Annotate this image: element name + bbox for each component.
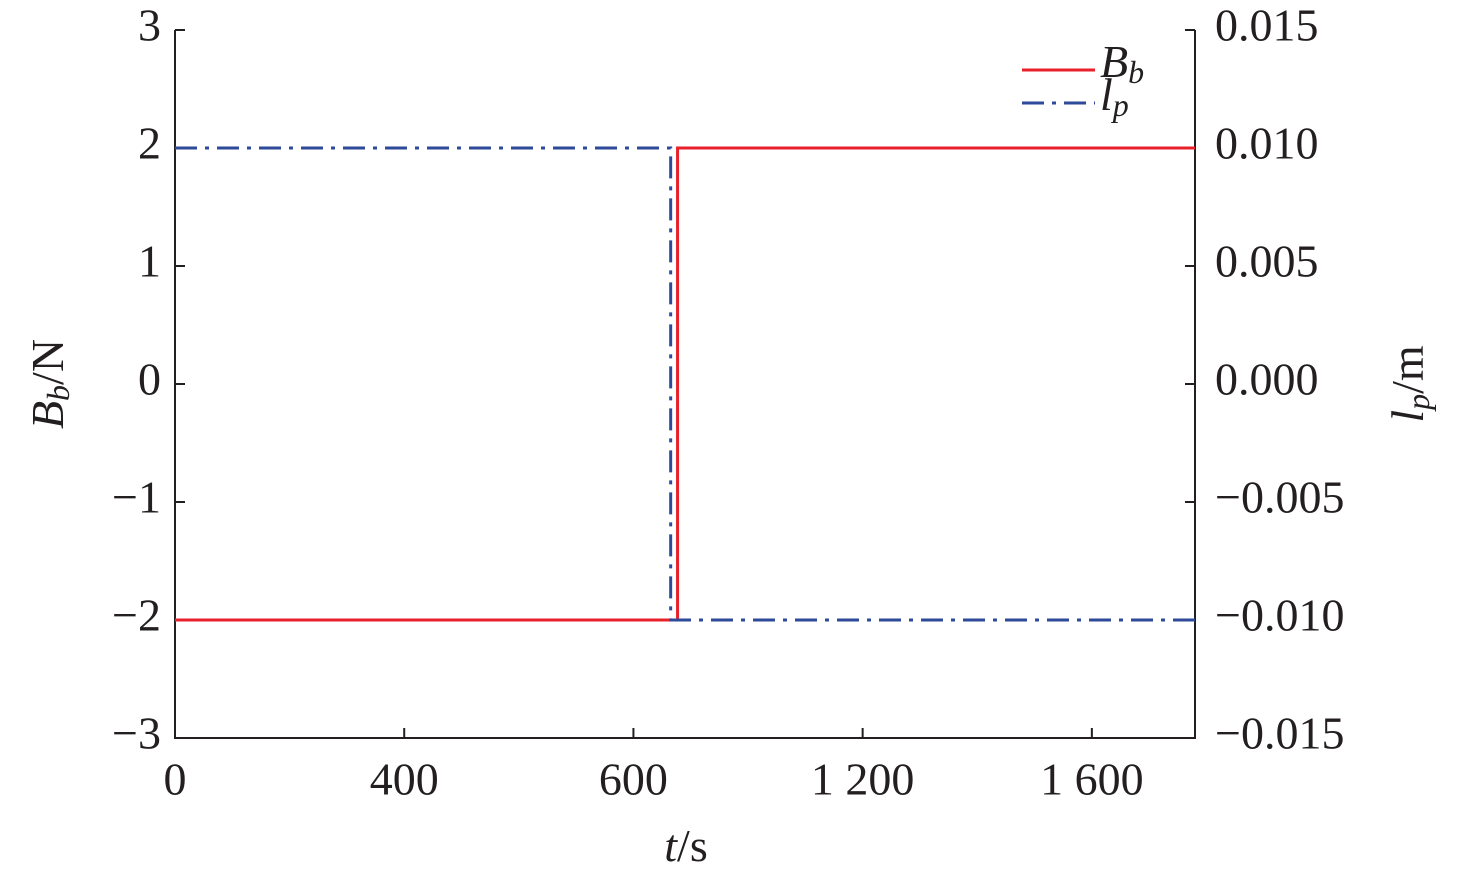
legend-label: Bb	[1100, 36, 1144, 91]
legend-label: lp	[1100, 69, 1129, 124]
y-tick-label: −3	[112, 708, 161, 759]
y2-tick-label: 0.000	[1215, 354, 1319, 405]
y-tick-label: 1	[138, 236, 161, 287]
y-tick-label: −2	[112, 590, 161, 641]
y2-tick-label: −0.010	[1215, 590, 1344, 641]
y2-tick-label: 0.005	[1215, 236, 1319, 287]
axes-frame	[174, 30, 1196, 739]
x-tick-label: 0	[164, 754, 187, 805]
y-tick-label: 2	[138, 118, 161, 169]
y2-axis-label: lp/m	[1382, 345, 1437, 423]
y2-tick-label: −0.005	[1215, 472, 1344, 523]
x-tick-label: 1 600	[1040, 754, 1144, 805]
y-tick-label: −1	[112, 472, 161, 523]
x-tick-label: 600	[599, 754, 668, 805]
y-tick-label: 3	[138, 0, 161, 51]
x-axis-label: t/s	[664, 820, 707, 871]
y2-tick-label: 0.015	[1215, 0, 1319, 51]
series-line	[175, 146, 1195, 622]
y-tick-label: 0	[138, 354, 161, 405]
series-line	[175, 146, 1195, 622]
x-tick-label: 400	[370, 754, 439, 805]
y2-tick-label: 0.010	[1215, 118, 1319, 169]
y2-tick-label: −0.015	[1215, 708, 1344, 759]
y-axis-label: Bb/N	[22, 339, 77, 429]
x-tick-label: 1 200	[811, 754, 915, 805]
